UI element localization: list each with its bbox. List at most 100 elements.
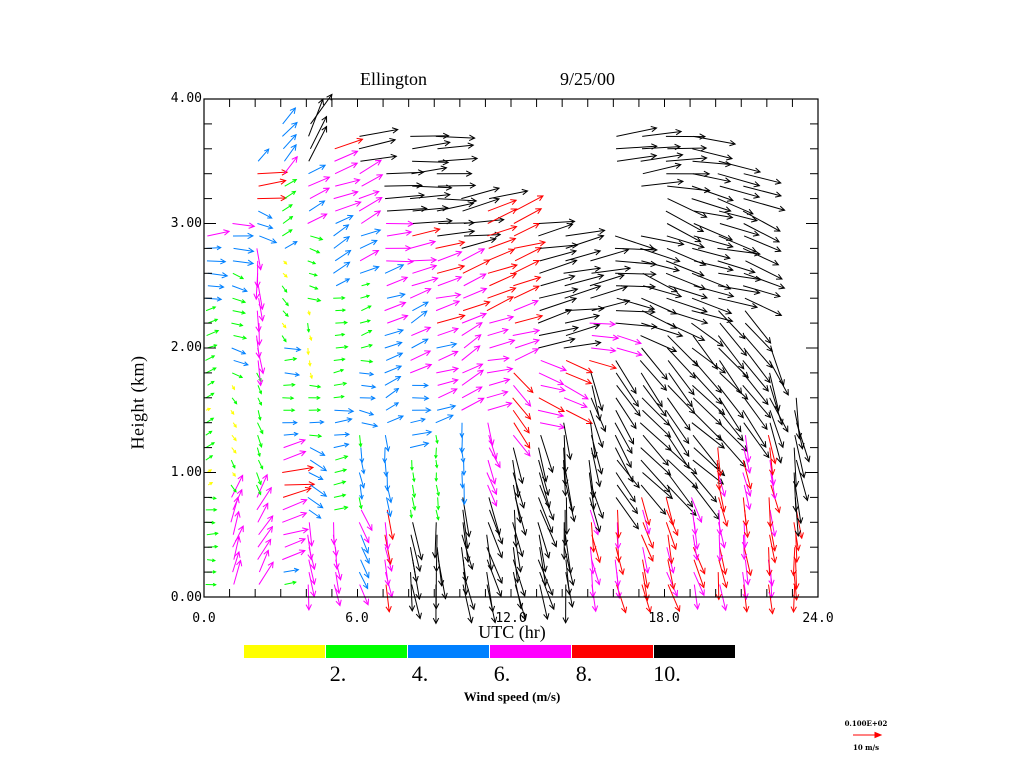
wind-arrow-head	[531, 299, 539, 306]
wind-arrow-shaft	[436, 202, 474, 212]
wind-arrow-head	[243, 361, 249, 367]
wind-arrow-shaft	[538, 397, 565, 412]
wind-arrow	[384, 301, 407, 312]
wind-arrow	[693, 571, 705, 597]
wind-arrow-shaft	[333, 395, 344, 399]
wind-arrow-shaft	[641, 347, 668, 380]
wind-arrow	[667, 310, 709, 325]
wind-arrow-head	[748, 267, 756, 274]
wind-arrow-head	[495, 528, 502, 536]
wind-arrow-head	[509, 237, 517, 244]
reference-vector	[853, 731, 883, 739]
wind-arrow	[743, 422, 770, 459]
wind-arrow-head	[468, 134, 476, 142]
wind-arrow	[282, 465, 315, 473]
wind-arrow-shaft	[384, 264, 404, 274]
wind-arrow-shaft	[233, 560, 242, 585]
wind-arrow	[437, 197, 478, 204]
wind-arrow	[692, 148, 734, 161]
wind-arrow	[386, 276, 409, 287]
wind-arrow-head	[677, 240, 685, 247]
wind-arrow-head	[771, 492, 778, 500]
wind-arrow-head	[625, 461, 632, 469]
wind-arrow	[718, 559, 729, 589]
wind-arrow	[335, 178, 361, 187]
wind-arrow-head	[716, 470, 723, 477]
wind-arrow	[615, 547, 625, 576]
wind-arrow-shaft	[232, 372, 243, 378]
wind-arrow-head	[792, 480, 800, 488]
wind-arrow-shaft	[537, 522, 550, 558]
wind-arrow-shaft	[360, 509, 373, 531]
wind-arrow	[665, 509, 679, 537]
wind-arrow	[384, 264, 405, 274]
wind-arrow-head	[650, 270, 657, 278]
wind-arrow	[666, 235, 705, 249]
wind-arrow	[232, 472, 236, 477]
wind-arrow	[232, 372, 244, 379]
wind-arrow-head	[547, 589, 554, 597]
wind-arrow	[284, 178, 298, 187]
wind-arrow-head	[474, 334, 482, 341]
wind-arrow-shaft	[282, 229, 293, 237]
wind-arrow	[740, 534, 748, 561]
wind-arrow-shaft	[206, 532, 218, 536]
wind-arrow-head	[617, 273, 625, 280]
wind-arrow-shaft	[742, 360, 769, 392]
wind-arrow-head	[368, 411, 375, 416]
wind-arrow-head	[257, 491, 262, 496]
wind-arrow	[437, 250, 463, 262]
wind-arrow	[742, 497, 749, 527]
wind-arrow-head	[475, 322, 483, 329]
wind-arrow-shaft	[437, 198, 477, 202]
wind-arrow-shaft	[717, 572, 720, 600]
wind-arrow-shaft	[206, 417, 214, 424]
wind-arrow-head	[501, 327, 509, 335]
wind-arrow-head	[384, 446, 391, 453]
wind-arrow-shaft	[232, 551, 240, 573]
wind-arrow-head	[386, 510, 393, 518]
wind-arrow-shaft	[718, 509, 721, 535]
wind-arrow-head	[686, 500, 694, 508]
wind-arrow-shaft	[257, 539, 272, 560]
wind-arrow-head	[762, 385, 769, 392]
wind-arrow-shaft	[537, 409, 564, 417]
wind-arrow	[384, 435, 391, 453]
wind-arrow-shaft	[386, 509, 394, 540]
wind-arrow-shaft	[668, 285, 708, 299]
wind-arrow	[309, 247, 321, 254]
wind-arrow	[310, 484, 328, 497]
wind-arrow-head	[425, 363, 433, 370]
wind-arrow	[358, 190, 380, 200]
wind-arrow-shaft	[666, 347, 696, 379]
wind-arrow-head	[581, 393, 589, 400]
wind-arrow-shaft	[412, 160, 449, 163]
wind-arrow	[335, 308, 347, 313]
wind-arrow	[283, 260, 288, 265]
wind-arrow	[383, 460, 389, 478]
wind-arrow	[615, 397, 637, 430]
wind-arrow-head	[429, 239, 437, 246]
colorbar-segment	[408, 645, 489, 658]
wind-arrow-shaft	[257, 171, 288, 175]
wind-arrow-shaft	[360, 559, 370, 578]
wind-arrow	[384, 182, 423, 189]
wind-arrow-head	[351, 162, 359, 169]
wind-arrow	[563, 340, 602, 349]
wind-arrow-head	[541, 579, 548, 587]
wind-arrow	[333, 357, 346, 362]
wind-arrow-shaft	[282, 487, 312, 498]
wind-arrow-head	[630, 422, 637, 430]
wind-arrow-head	[441, 592, 448, 600]
wind-arrow-shaft	[563, 342, 601, 349]
wind-arrow-shaft	[512, 484, 521, 523]
wind-arrow-shaft	[308, 98, 324, 137]
wind-arrow	[486, 296, 514, 312]
wind-arrow-shaft	[207, 285, 224, 288]
wind-arrow	[767, 435, 778, 465]
wind-arrow-shaft	[410, 534, 421, 572]
wind-arrow	[233, 359, 249, 367]
wind-arrow	[461, 322, 483, 336]
wind-arrow	[614, 235, 655, 251]
wind-arrow-head	[342, 381, 348, 386]
